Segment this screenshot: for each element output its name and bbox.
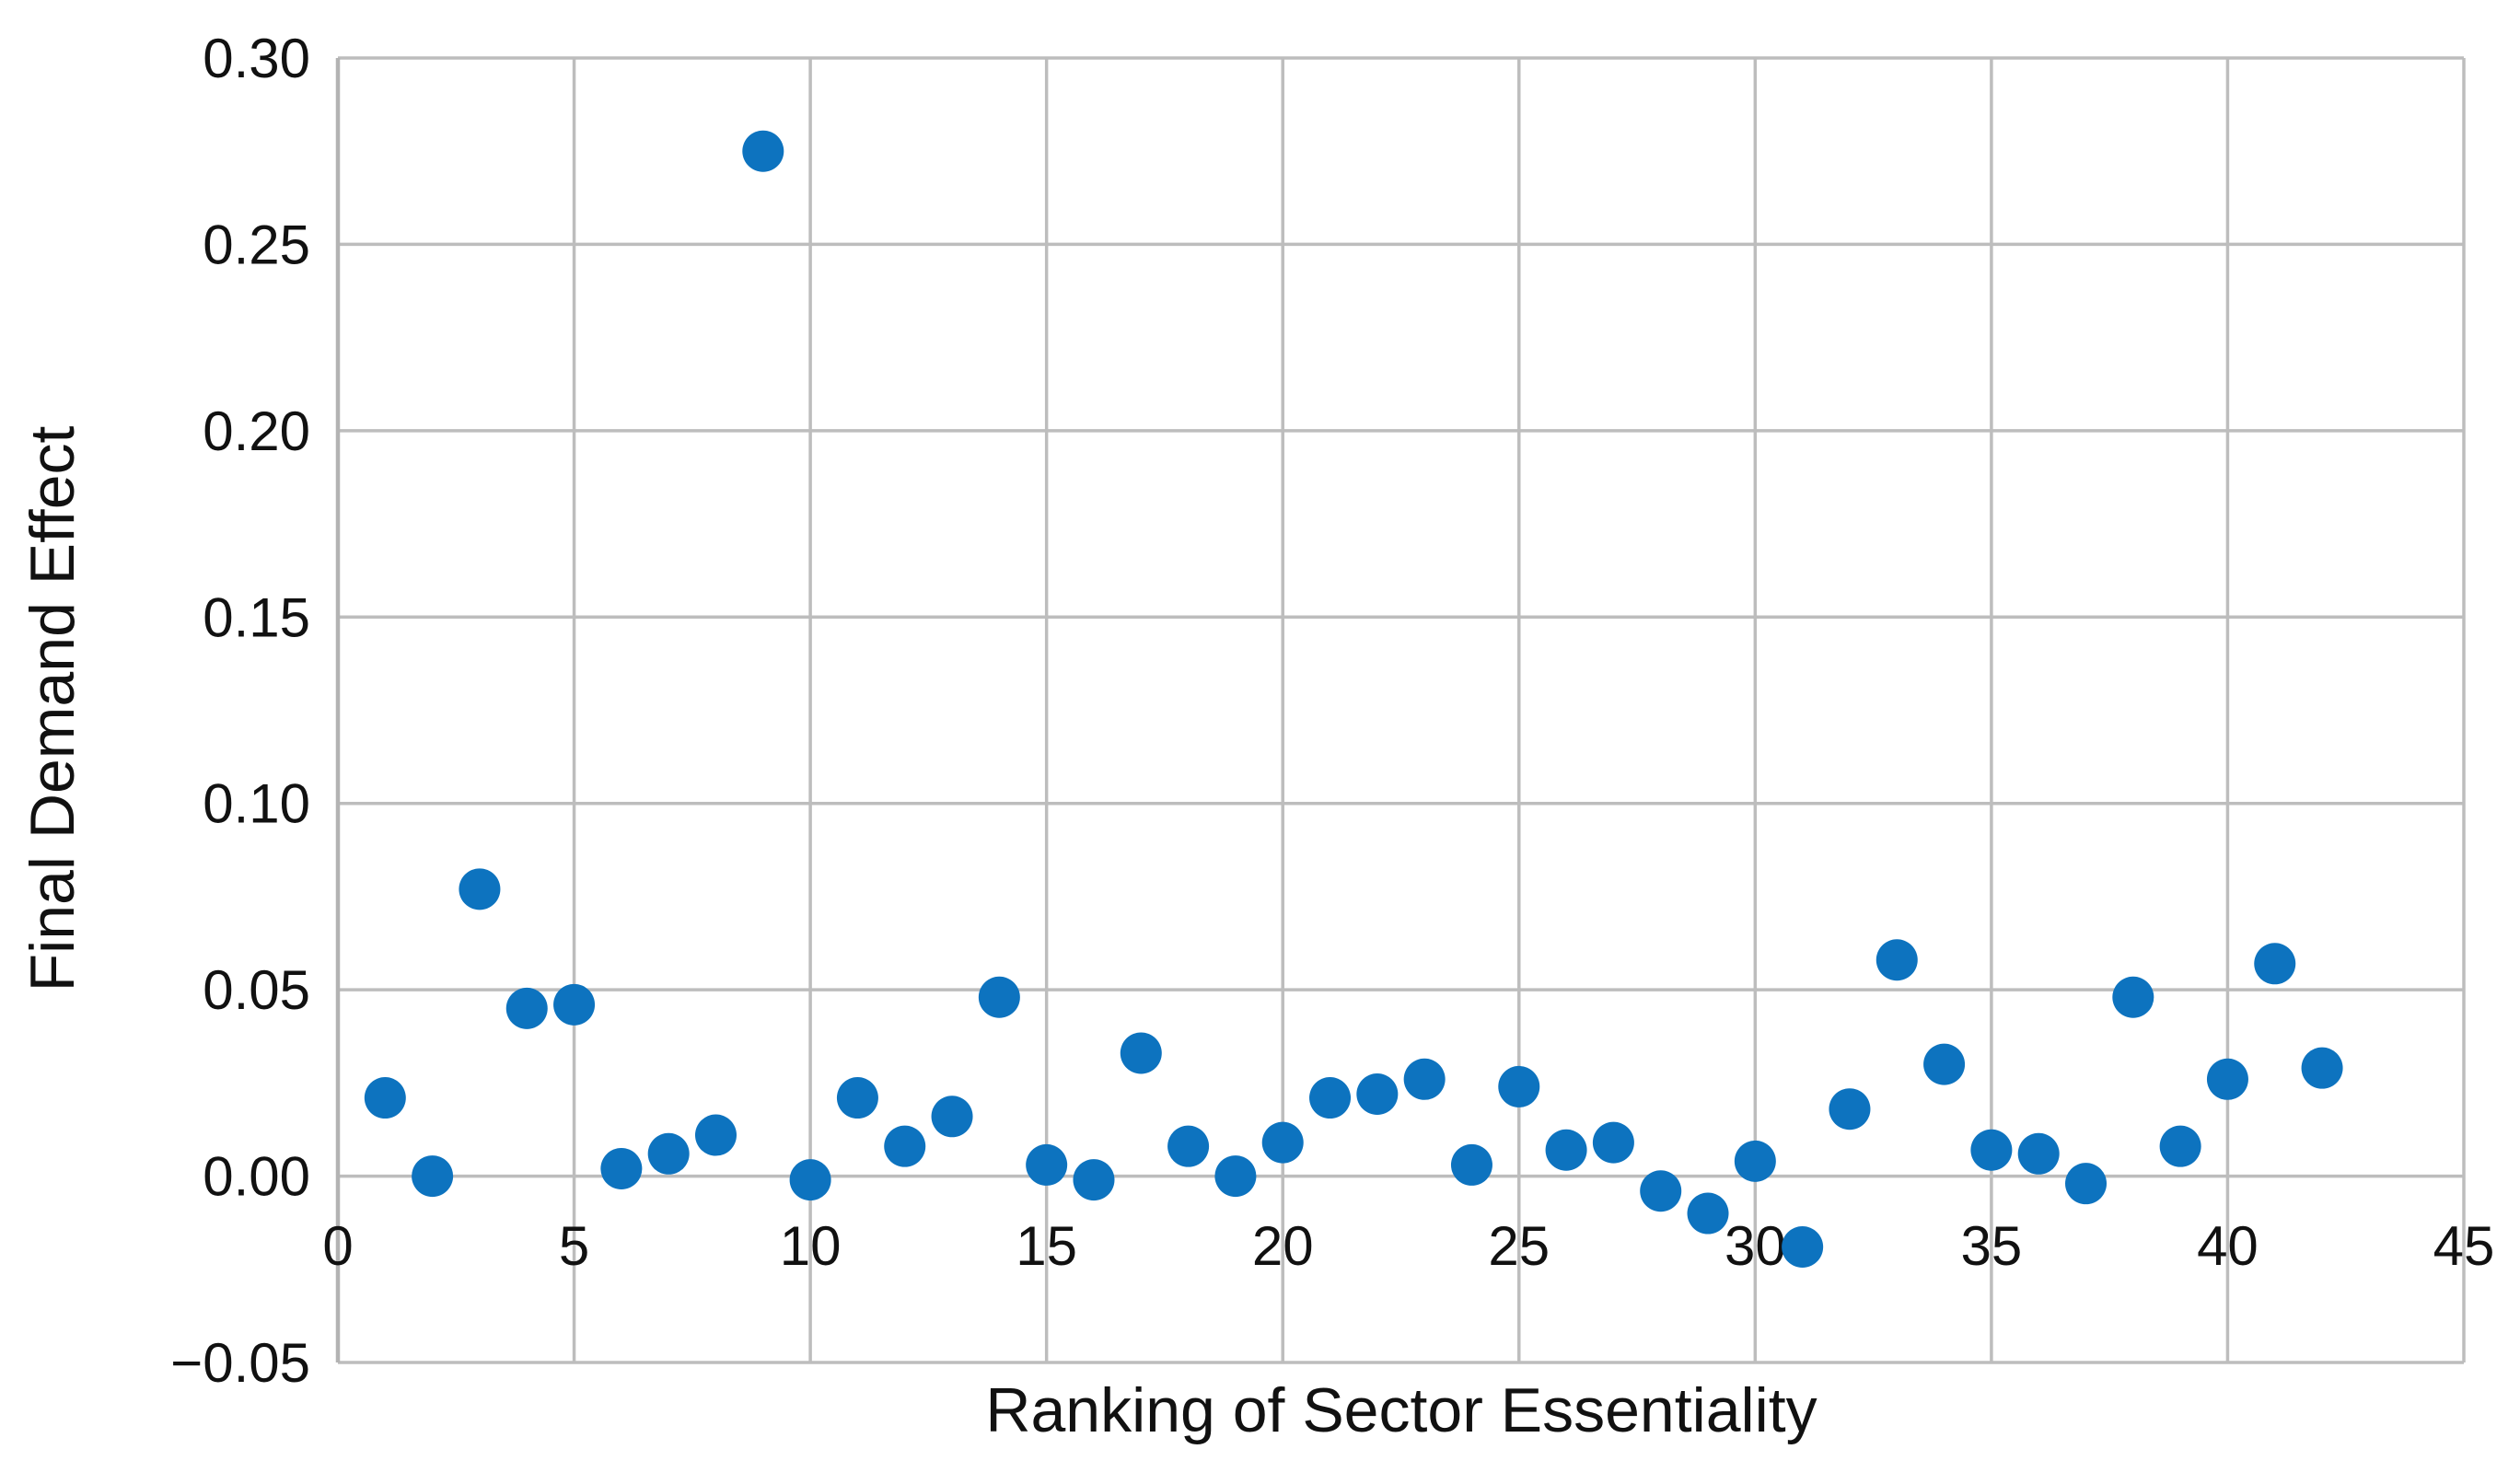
data-point [1450,1143,1492,1186]
data-point [412,1155,454,1198]
data-point [1782,1225,1824,1268]
data-point [1970,1129,2013,1171]
data-point [1214,1155,1257,1198]
data-point [2159,1125,2201,1167]
data-point [1120,1032,1162,1074]
x-tick-label: 0 [322,1215,353,1277]
data-point [1026,1143,1068,1186]
data-point [1592,1121,1634,1164]
data-point [364,1077,406,1119]
data-point [694,1114,737,1156]
data-point [2206,1058,2248,1100]
x-tick-label: 25 [1488,1215,1550,1277]
data-point [1498,1065,1540,1107]
data-point [1640,1170,1682,1212]
data-point [459,868,501,910]
y-tick-label: −0.05 [170,1332,310,1394]
data-point [931,1096,973,1138]
y-tick-label: 0.30 [203,28,310,89]
data-point [1923,1043,1966,1085]
data-point [1261,1121,1304,1164]
data-point [2112,976,2154,1018]
data-point [884,1125,926,1167]
data-point [1875,939,1918,981]
data-point [742,130,784,172]
data-point [1356,1073,1399,1116]
data-point [1073,1159,1115,1201]
y-tick-label: 0.25 [203,214,310,275]
x-axis-title: Ranking of Sector Essentiality [985,1375,1817,1445]
x-tick-label: 20 [1252,1215,1314,1277]
data-point [1829,1088,1871,1130]
data-point [2301,1047,2343,1089]
data-point [2254,943,2296,985]
x-tick-label: 10 [780,1215,842,1277]
data-point [1403,1058,1446,1100]
x-tick-label: 5 [559,1215,589,1277]
data-point [553,983,596,1026]
x-tick-label: 15 [1016,1215,1077,1277]
y-tick-label: 0.15 [203,586,310,648]
data-point [789,1159,831,1201]
x-tick-label: 35 [1961,1215,2023,1277]
y-tick-label: 0.20 [203,400,310,462]
y-tick-label: 0.00 [203,1146,310,1208]
x-tick-label: 40 [2197,1215,2259,1277]
data-point [1309,1077,1352,1119]
data-point [1687,1192,1729,1235]
data-point [600,1147,643,1189]
y-tick-label: 0.10 [203,773,310,835]
data-point [505,987,548,1029]
data-point [836,1077,878,1119]
y-tick-label: 0.05 [203,959,310,1021]
data-point [1167,1125,1210,1167]
x-tick-label: 30 [1725,1215,1786,1277]
data-point [2065,1163,2108,1205]
y-axis-title: Final Demand Effect [17,425,87,992]
data-point [647,1132,690,1175]
data-point [978,976,1020,1018]
data-point [1734,1140,1776,1182]
data-point [2017,1132,2060,1175]
x-tick-label: 45 [2433,1215,2495,1277]
data-point [1545,1129,1587,1171]
